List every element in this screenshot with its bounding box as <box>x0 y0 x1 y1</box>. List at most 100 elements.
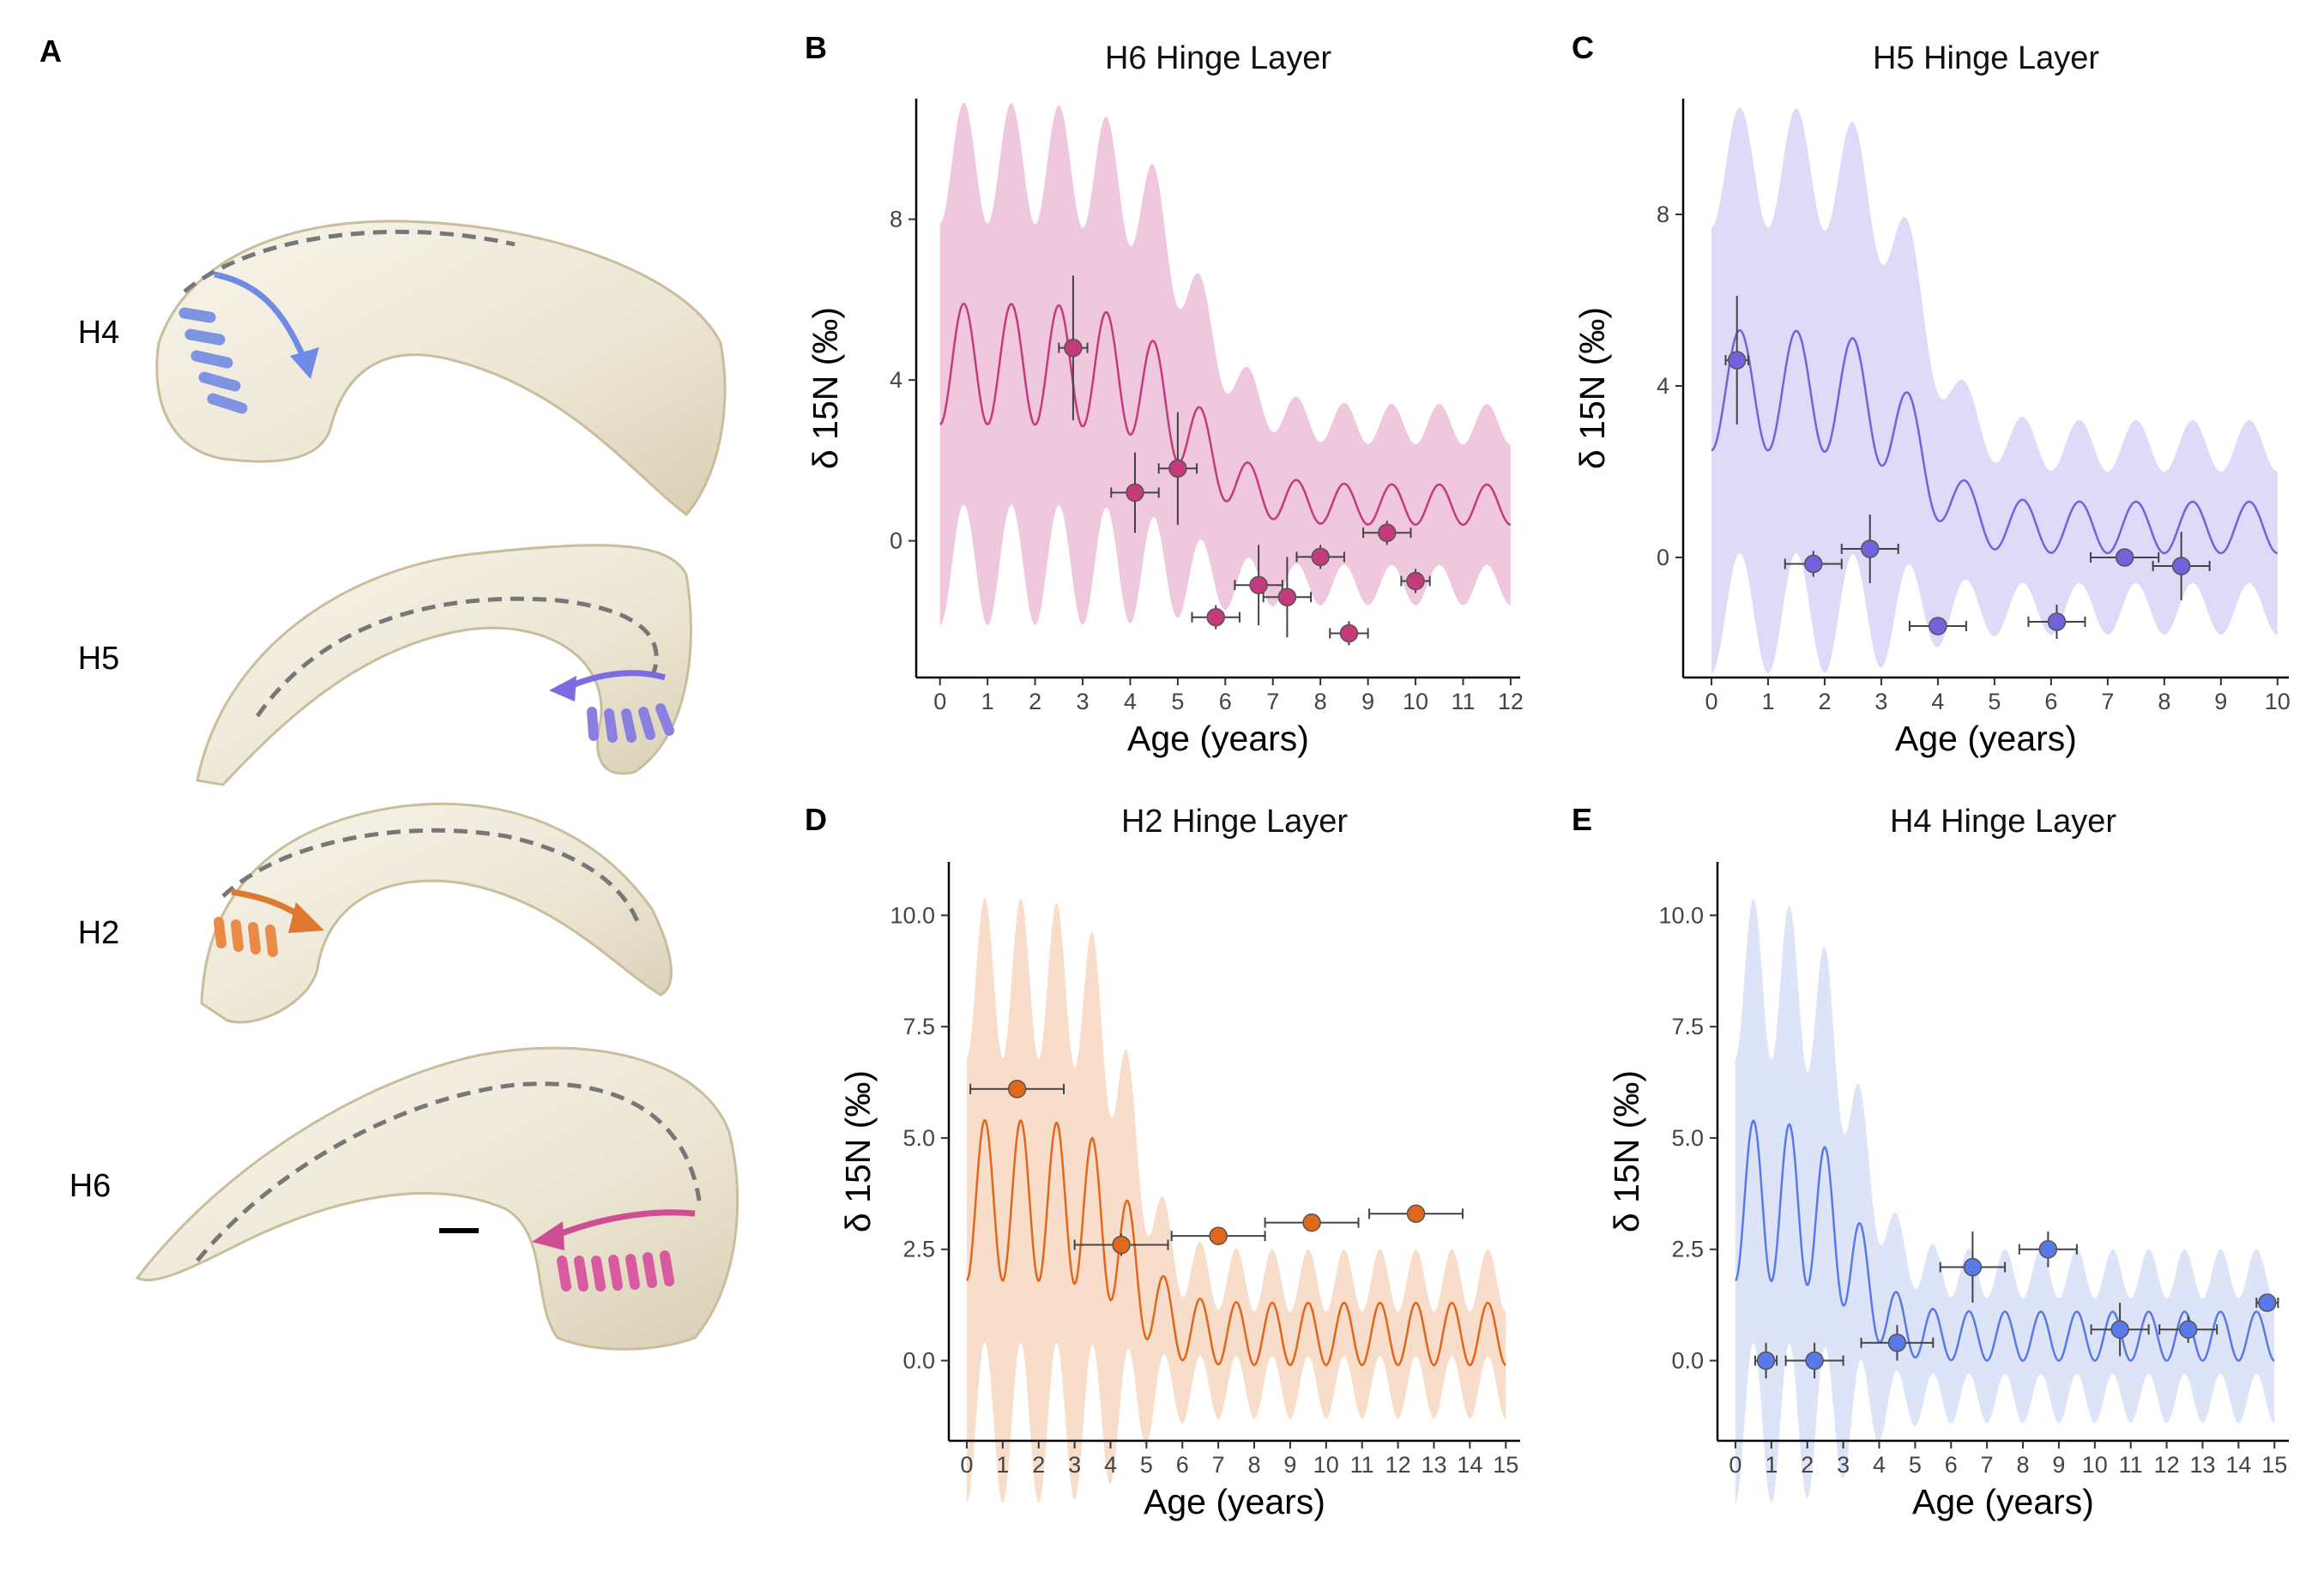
chart-b-x-tick-label: 4 <box>1124 689 1137 714</box>
chart-d-model-line <box>966 1118 1506 1367</box>
chart-d-title: H2 Hinge Layer <box>1121 804 1348 840</box>
chart-b-marker <box>1249 575 1268 594</box>
chart-b-y-tick-label: 8 <box>890 207 902 232</box>
chart-b-y-tick-label: 0 <box>890 528 902 554</box>
chart-e-model-line <box>1735 1119 2275 1362</box>
chart-d-y-label: δ 15N (‰) <box>838 1070 878 1232</box>
chart-d-x-tick-label: 10 <box>1313 1452 1339 1478</box>
chart-d-marker <box>1302 1213 1321 1232</box>
shell-label-h5: H5 <box>78 641 120 677</box>
chart-b-marker <box>1378 523 1397 542</box>
chart-d-data-point <box>1264 1213 1360 1232</box>
chart-e-x-tick-label: 13 <box>2189 1452 2215 1478</box>
chart-e-y-tick-label: 7.5 <box>1671 1014 1704 1039</box>
chart-e-x-tick-label: 15 <box>2261 1452 2287 1478</box>
chart-d-x-label: Age (years) <box>1144 1482 1325 1521</box>
chart-d-data-point <box>1368 1204 1464 1223</box>
chart-d-x-tick-label: 3 <box>1068 1452 1081 1478</box>
chart-c-data-point <box>2027 605 2086 639</box>
chart-c-y-label: δ 15N (‰) <box>1572 307 1612 469</box>
chart-c-marker <box>1727 351 1747 370</box>
chart-b-data-point <box>1157 412 1198 525</box>
chart-d-marker <box>1007 1080 1027 1099</box>
chart-b-data-point <box>1234 545 1283 626</box>
chart-e-marker <box>2038 1239 2058 1259</box>
chart-e-x-tick-label: 12 <box>2154 1452 2180 1478</box>
chart-d-y-tick-label: 2.5 <box>902 1237 935 1262</box>
chart-e-y-tick-label: 2.5 <box>1671 1237 1704 1262</box>
panel-letter-d: D <box>805 802 827 837</box>
chart-b-x-tick-label: 10 <box>1403 689 1428 714</box>
chart-b-x-tick-label: 6 <box>1219 689 1232 714</box>
chart-b-marker <box>1064 338 1083 358</box>
shell-label-h4: H4 <box>78 315 120 351</box>
chart-b-marker <box>1277 587 1297 606</box>
chart-b-data-point <box>1262 557 1313 638</box>
chart-e-y-tick-label: 0.0 <box>1671 1348 1704 1374</box>
chart-e-marker <box>2110 1320 2129 1339</box>
chart-e-marker <box>2178 1320 2198 1339</box>
chart-e-data-point <box>2090 1303 2150 1357</box>
arrow-head-icon <box>288 902 324 933</box>
chart-d-x-tick-label: 12 <box>1385 1452 1411 1478</box>
chart-c-y-tick-label: 4 <box>1657 373 1669 399</box>
chart-d-data-point <box>969 1080 1065 1099</box>
chart-e-x-tick-label: 8 <box>2017 1452 2030 1478</box>
chart-e-x-tick-label: 5 <box>1909 1452 1922 1478</box>
chart-d-x-tick-label: 5 <box>1140 1452 1153 1478</box>
chart-e-x-tick-label: 1 <box>1765 1452 1778 1478</box>
chart-e-x-tick-label: 2 <box>1801 1452 1814 1478</box>
shell-label-h6: H6 <box>69 1168 112 1204</box>
chart-b-x-tick-label: 5 <box>1171 689 1184 714</box>
arrow-head-icon <box>549 676 576 702</box>
chart-b-title: H6 Hinge Layer <box>1105 40 1331 76</box>
chart-e-data-point <box>2158 1316 2218 1343</box>
chart-b-x-tick-label: 12 <box>1498 689 1524 714</box>
chart-c-model-line <box>1711 328 2278 555</box>
chart-c-x-tick-label: 5 <box>1988 689 2001 714</box>
chart-c-x-tick-label: 2 <box>1818 689 1831 714</box>
chart-d-y-tick-label: 7.5 <box>902 1014 935 1039</box>
chart-e-data-point <box>1784 1342 1844 1379</box>
chart-c-x-tick-label: 7 <box>2101 689 2114 714</box>
chart-e-data-point <box>1860 1325 1935 1361</box>
chart-c-data-point <box>1784 551 1843 577</box>
chart-e-data-point <box>1939 1231 2007 1304</box>
chart-d-x-tick-label: 11 <box>1350 1452 1374 1478</box>
chart-c-x-label: Age (years) <box>1895 719 2077 758</box>
chart-e-x-tick-label: 9 <box>2052 1452 2065 1478</box>
chart-e-marker <box>1756 1351 1776 1370</box>
shell-panel: H4 H5 H2 <box>69 220 739 1351</box>
chart-e-marker <box>1805 1351 1824 1370</box>
chart-d-x-tick-label: 2 <box>1032 1452 1045 1478</box>
chart-e-x-tick-label: 14 <box>2225 1452 2251 1478</box>
chart-c-marker <box>2115 548 2134 567</box>
chart-c-x-tick-label: 0 <box>1705 689 1717 714</box>
chart-d-data-point <box>1073 1233 1169 1256</box>
chart-b-data-point <box>1400 569 1431 593</box>
shell-h5 <box>196 544 692 786</box>
chart-c-marker <box>1804 554 1823 574</box>
chart-e-x-label: Age (years) <box>1912 1482 2094 1521</box>
chart-e-x-tick-label: 3 <box>1837 1452 1850 1478</box>
chart-b-data-point <box>1191 605 1240 629</box>
chart-e-data-point <box>1754 1342 1778 1379</box>
chart-c-marker <box>2047 612 2067 631</box>
chart-c-x-tick-label: 6 <box>2044 689 2057 714</box>
chart-d-data-point <box>1170 1226 1266 1245</box>
chart-b-marker <box>1311 547 1330 567</box>
chart-d-marker <box>1112 1235 1131 1255</box>
chart-d-x-tick-label: 0 <box>960 1452 973 1478</box>
chart-d-marker <box>1209 1226 1228 1245</box>
chart-e-x-tick-label: 10 <box>2082 1452 2108 1478</box>
chart-e-marker <box>2258 1293 2277 1312</box>
chart-d-y-tick-label: 10.0 <box>890 902 935 928</box>
panel-letter-a: A <box>39 33 62 69</box>
chart-c-x-tick-label: 10 <box>2265 689 2291 714</box>
chart-b-marker <box>1339 623 1359 643</box>
chart-c-x-tick-label: 4 <box>1931 689 1944 714</box>
chart-b-data-point <box>1329 621 1369 646</box>
